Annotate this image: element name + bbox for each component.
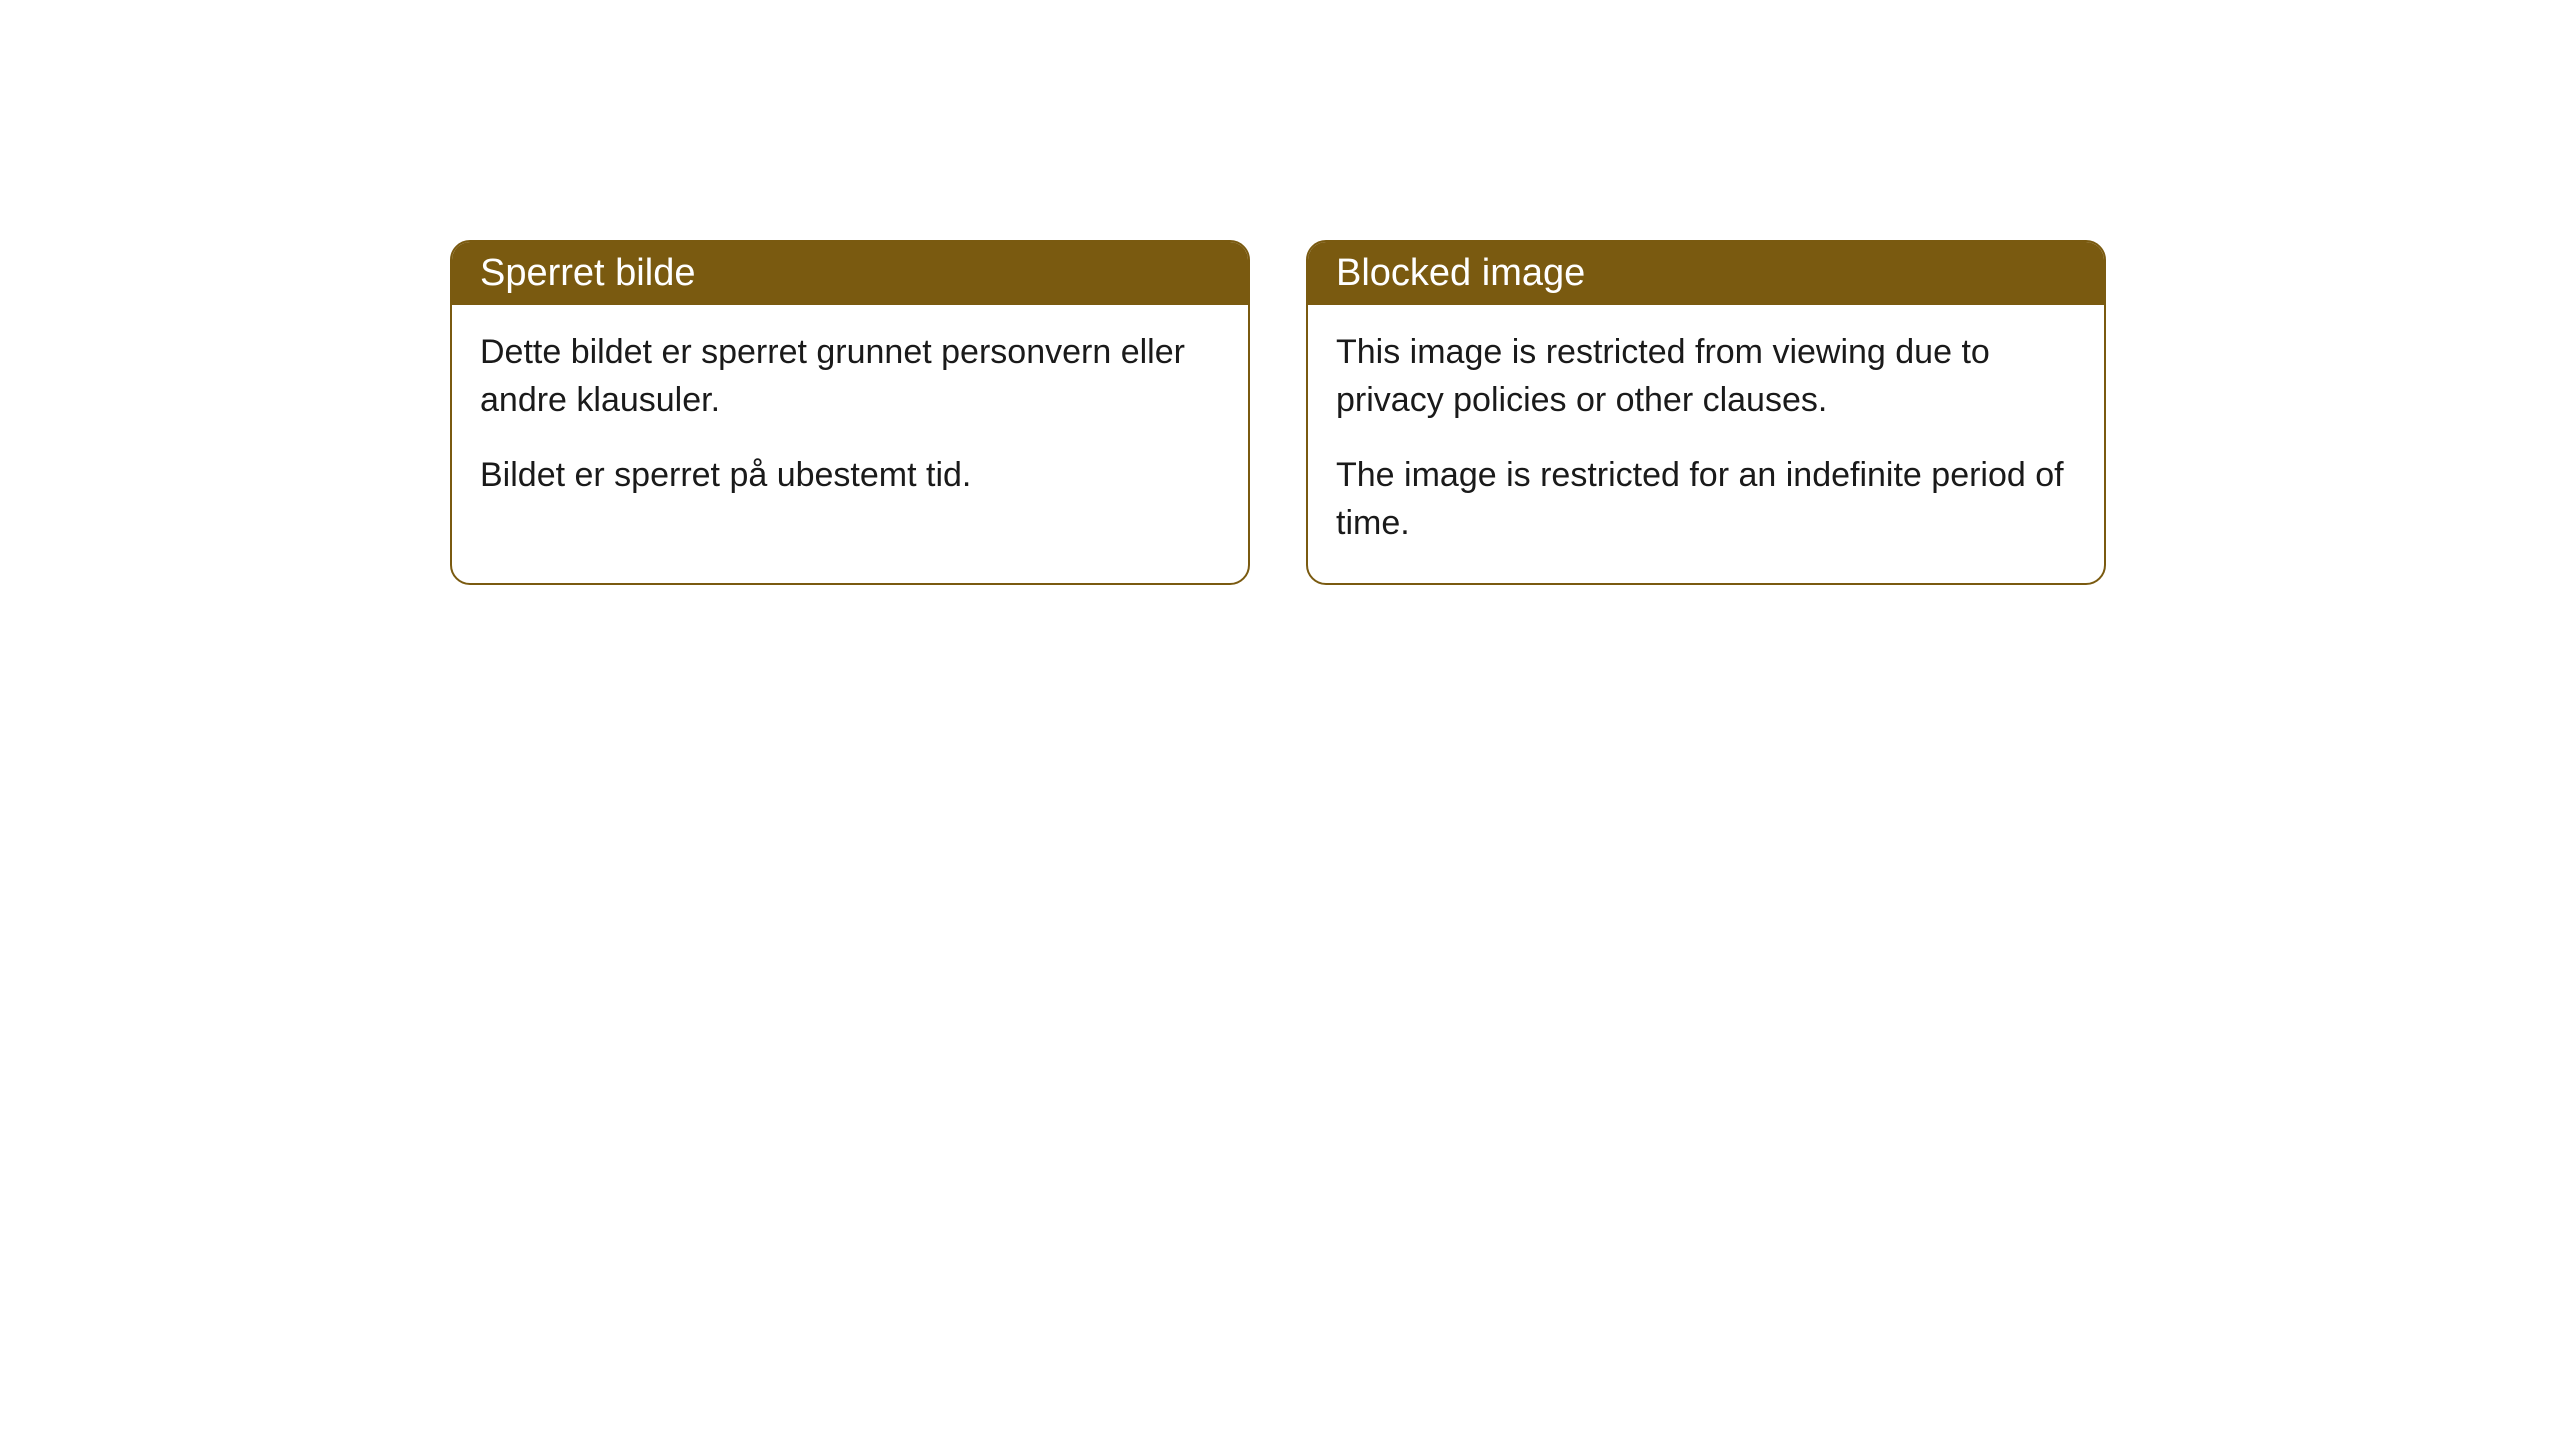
- card-paragraph-2: Bildet er sperret på ubestemt tid.: [480, 452, 1220, 500]
- blocked-image-card-norwegian: Sperret bilde Dette bildet er sperret gr…: [450, 240, 1250, 585]
- card-header: Sperret bilde: [452, 242, 1248, 305]
- card-body: Dette bildet er sperret grunnet personve…: [452, 305, 1248, 536]
- card-title: Blocked image: [1336, 252, 1585, 294]
- cards-container: Sperret bilde Dette bildet er sperret gr…: [0, 0, 2560, 585]
- card-paragraph-1: Dette bildet er sperret grunnet personve…: [480, 329, 1220, 424]
- blocked-image-card-english: Blocked image This image is restricted f…: [1306, 240, 2106, 585]
- card-title: Sperret bilde: [480, 252, 695, 294]
- card-body: This image is restricted from viewing du…: [1308, 305, 2104, 583]
- card-paragraph-2: The image is restricted for an indefinit…: [1336, 452, 2076, 547]
- card-header: Blocked image: [1308, 242, 2104, 305]
- card-paragraph-1: This image is restricted from viewing du…: [1336, 329, 2076, 424]
